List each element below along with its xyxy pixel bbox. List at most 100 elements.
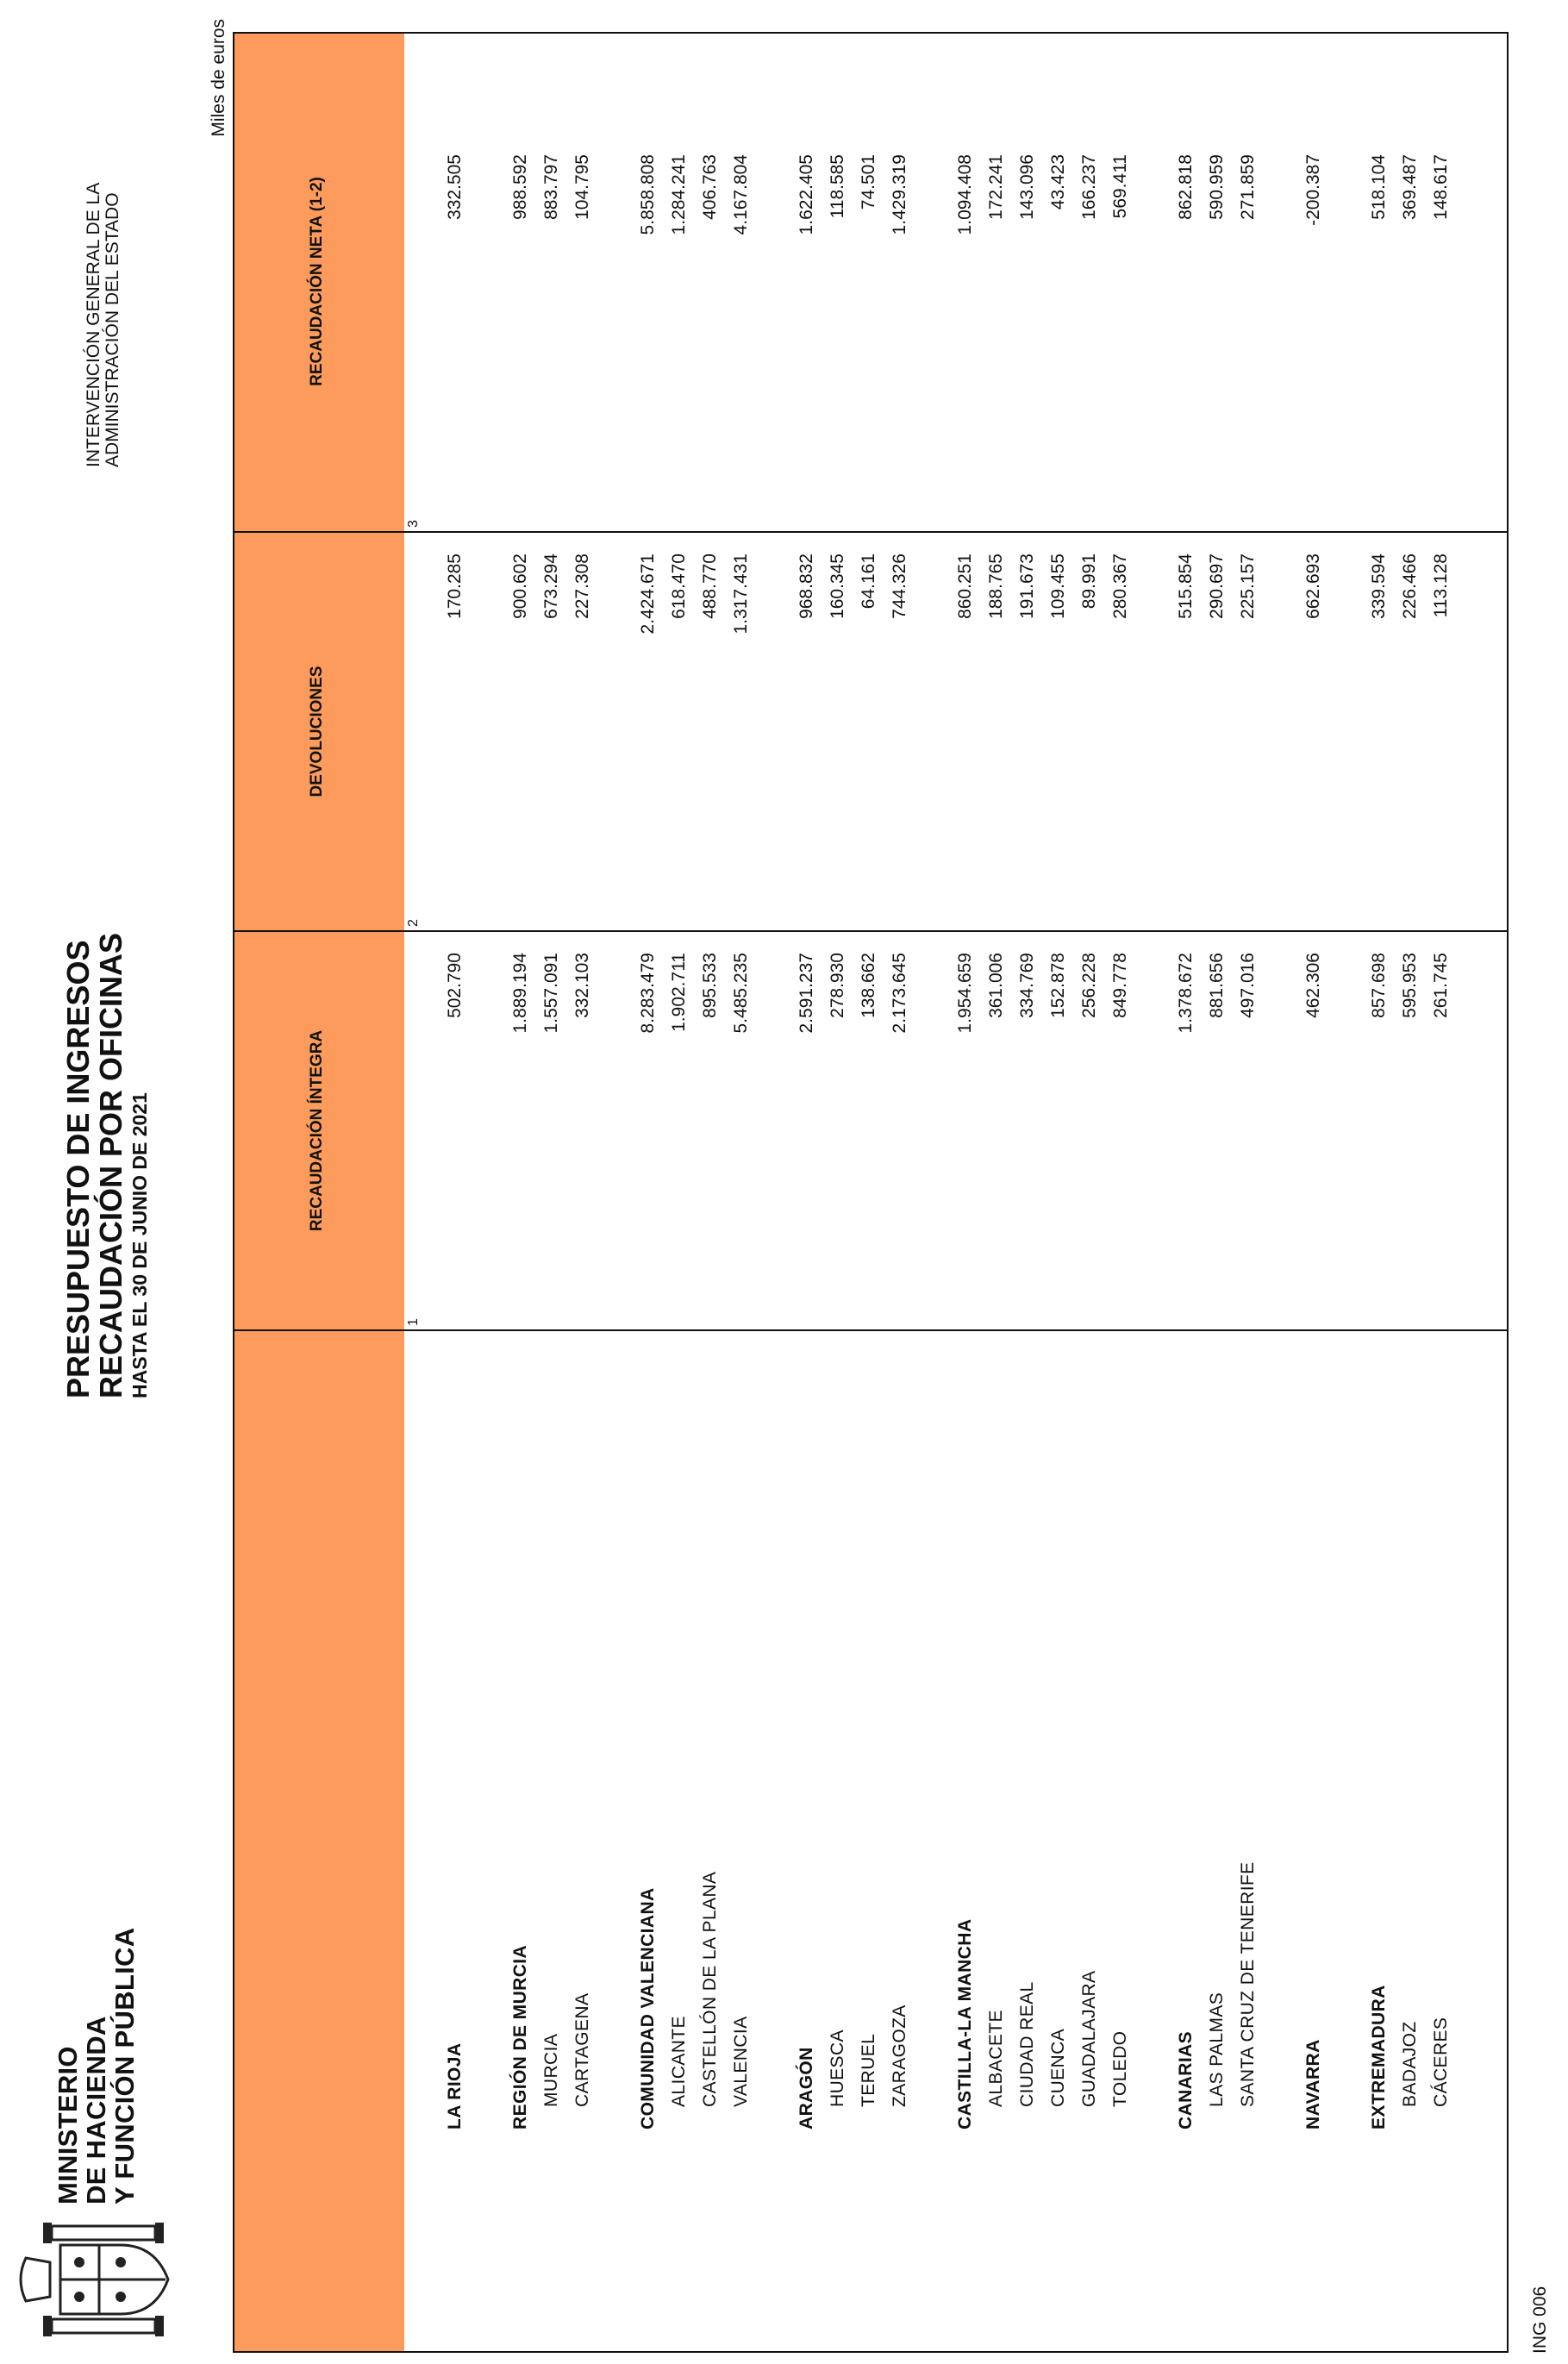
recaudacion-neta-value: 74.501 — [859, 154, 878, 210]
intervencion-label: INTERVENCIÓN GENERAL DE LA ADMINISTRACIÓ… — [84, 71, 122, 467]
table-row: HUESCA 278.930 160.345 118.585 — [824, 34, 855, 2351]
recaudacion-integra-value: 261.745 — [1431, 953, 1451, 1018]
table-row: VALENCIA 5.485.235 1.317.431 4.167.804 — [728, 34, 759, 2351]
recaudacion-neta-value: 166.237 — [1079, 154, 1099, 220]
devoluciones-value: 339.594 — [1369, 553, 1389, 619]
devoluciones-value: 744.326 — [890, 553, 909, 619]
form-code: ING 006 — [1530, 2286, 1550, 2354]
region-name: EXTREMADURA — [1369, 1985, 1389, 2129]
recaudacion-integra-value: 1.902.711 — [669, 953, 689, 1032]
recaudacion-integra-value: 595.953 — [1400, 953, 1420, 1018]
office-name: TOLEDO — [1110, 2030, 1130, 2107]
recaudacion-neta-value: 4.167.804 — [731, 154, 751, 235]
intervencion-line-1: INTERVENCIÓN GENERAL DE LA — [84, 182, 103, 467]
recaudacion-integra-value: 8.283.479 — [638, 953, 658, 1034]
recaudacion-neta-value: 332.505 — [445, 154, 465, 220]
recaudacion-integra-value: 332.103 — [572, 953, 592, 1018]
title-line-3: HASTA EL 30 DE JUNIO DE 2021 — [128, 1092, 151, 1398]
devoluciones-value: 860.251 — [955, 553, 975, 619]
recaudacion-neta-value: 1.429.319 — [890, 154, 909, 235]
office-name: MURCIA — [541, 2033, 561, 2107]
table-row: ALICANTE 1.902.711 618.470 1.284.241 — [665, 34, 697, 2351]
recaudacion-neta-value: 406.763 — [700, 154, 720, 220]
recaudacion-integra-value: 361.006 — [986, 953, 1006, 1018]
office-name: CIUDAD REAL — [1017, 1981, 1037, 2107]
title-line-1: PRESUPUESTO DE INGRESOS — [60, 940, 96, 1398]
office-name: LAS PALMAS — [1207, 1992, 1227, 2107]
devoluciones-value: 89.991 — [1079, 553, 1099, 610]
devoluciones-value: 160.345 — [828, 553, 847, 619]
recaudacion-integra-value: 497.016 — [1238, 953, 1258, 1018]
devoluciones-value: 227.308 — [572, 553, 592, 619]
office-name: ZARAGOZA — [890, 2004, 909, 2107]
recaudacion-neta-value: 862.818 — [1176, 154, 1196, 220]
ministry-name: MINISTERIO DE HACIENDA Y FUNCIÓN PÚBLICA — [53, 1927, 140, 2205]
intervencion-line-2: ADMINISTRACIÓN DEL ESTADO — [103, 192, 122, 467]
units-label: Miles de euros — [209, 19, 228, 137]
row-spacer — [600, 34, 634, 2351]
devoluciones-value: 64.161 — [859, 553, 878, 610]
table-row: EXTREMADURA 857.698 339.594 518.104 — [1365, 34, 1396, 2351]
ministry-line-3: Y FUNCIÓN PÚBLICA — [109, 1927, 140, 2205]
table-row: LAS PALMAS 881.656 290.697 590.959 — [1203, 34, 1234, 2351]
table-row: CASTILLA-LA MANCHA 1.954.659 860.251 1.094.… — [952, 34, 983, 2351]
title-line-2: RECAUDACIÓN POR OFICINAS — [93, 932, 128, 1398]
recaudacion-integra-value: 1.954.659 — [955, 953, 975, 1034]
devoluciones-value: 1.317.431 — [731, 553, 751, 635]
devoluciones-value: 109.455 — [1048, 553, 1068, 619]
recaudacion-integra-value: 857.698 — [1369, 953, 1389, 1018]
devoluciones-value: 191.673 — [1017, 553, 1037, 619]
devoluciones-value: 900.602 — [510, 553, 530, 619]
table-row: TERUEL 138.662 64.161 74.501 — [855, 34, 886, 2351]
recaudacion-neta-value: 883.797 — [541, 154, 561, 220]
region-name: NAVARRA — [1303, 2039, 1323, 2129]
recaudacion-integra-value: 152.878 — [1048, 953, 1068, 1018]
row-spacer — [1331, 34, 1365, 2351]
column-header-devoluciones: DEVOLUCIONES — [308, 666, 326, 797]
coat-of-arms-icon — [19, 2223, 170, 2336]
column-number-1: 1 — [406, 1318, 421, 1326]
column-number-3: 3 — [406, 520, 421, 528]
recaudacion-neta-value: 518.104 — [1369, 154, 1389, 220]
recaudacion-integra-value: 849.778 — [1110, 953, 1130, 1018]
devoluciones-value: 226.466 — [1400, 553, 1420, 619]
recaudacion-neta-value: 590.959 — [1207, 154, 1227, 220]
devoluciones-value: 2.424.671 — [638, 553, 658, 635]
devoluciones-value: 170.285 — [445, 553, 465, 619]
column-header-recaudacion-neta: RECAUDACIÓN NETA (1-2) — [308, 177, 326, 386]
recaudacion-integra-value: 895.533 — [700, 953, 720, 1018]
region-name: ARAGÓN — [796, 2047, 816, 2129]
row-spacer — [1265, 34, 1300, 2351]
devoluciones-value: 968.832 — [796, 553, 816, 619]
recaudacion-integra-value: 1.889.194 — [510, 953, 530, 1034]
recaudacion-integra-value: 256.228 — [1079, 953, 1099, 1018]
table-row: CUENCA 152.878 109.455 43.423 — [1045, 34, 1076, 2351]
recaudacion-integra-value: 462.306 — [1303, 953, 1323, 1018]
table-row: NAVARRA 462.306 662.693 -200.387 — [1300, 34, 1331, 2351]
table-row: ARAGÓN 2.591.237 968.832 1.622.405 — [793, 34, 824, 2351]
table-row: ALBACETE 361.006 188.765 172.241 — [983, 34, 1014, 2351]
table-row: BADAJOZ 595.953 226.466 369.487 — [1396, 34, 1427, 2351]
office-name: BADAJOZ — [1400, 2021, 1420, 2107]
table-row: ZARAGOZA 2.173.645 744.326 1.429.319 — [886, 34, 917, 2351]
table-row: MURCIA 1.557.091 673.294 883.797 — [538, 34, 569, 2351]
region-name: COMUNIDAD VALENCIANA — [638, 1887, 658, 2129]
report-title: PRESUPUESTO DE INGRESOS RECAUDACIÓN POR … — [60, 916, 152, 1398]
region-name: LA RIOJA — [445, 2042, 465, 2129]
row-spacer — [472, 34, 507, 2351]
office-name: ALICANTE — [669, 2016, 689, 2107]
recaudacion-neta-value: 1.094.408 — [955, 154, 975, 235]
recaudacion-neta-value: 118.585 — [828, 154, 847, 219]
recaudacion-neta-value: 1.284.241 — [669, 154, 689, 235]
office-name: CASTELLÓN DE LA PLANA — [700, 1871, 720, 2107]
recaudacion-integra-value: 2.173.645 — [890, 953, 909, 1034]
table-row: COMUNIDAD VALENCIANA 8.283.479 2.424.671 5.… — [634, 34, 665, 2351]
table-row: SANTA CRUZ DE TENERIFE 497.016 225.157 271.… — [1234, 34, 1265, 2351]
table-row: CÁCERES 261.745 113.128 148.617 — [1427, 34, 1459, 2351]
recaudacion-neta-value: -200.387 — [1303, 154, 1323, 226]
table-row: REGIÓN DE MURCIA 1.889.194 900.602 988.592 — [507, 34, 538, 2351]
column-header-recaudacion-integra: RECAUDACIÓN ÍNTEGRA — [308, 1029, 326, 1232]
recaudacion-neta-value: 43.423 — [1048, 154, 1068, 210]
office-name: ALBACETE — [986, 2010, 1006, 2107]
